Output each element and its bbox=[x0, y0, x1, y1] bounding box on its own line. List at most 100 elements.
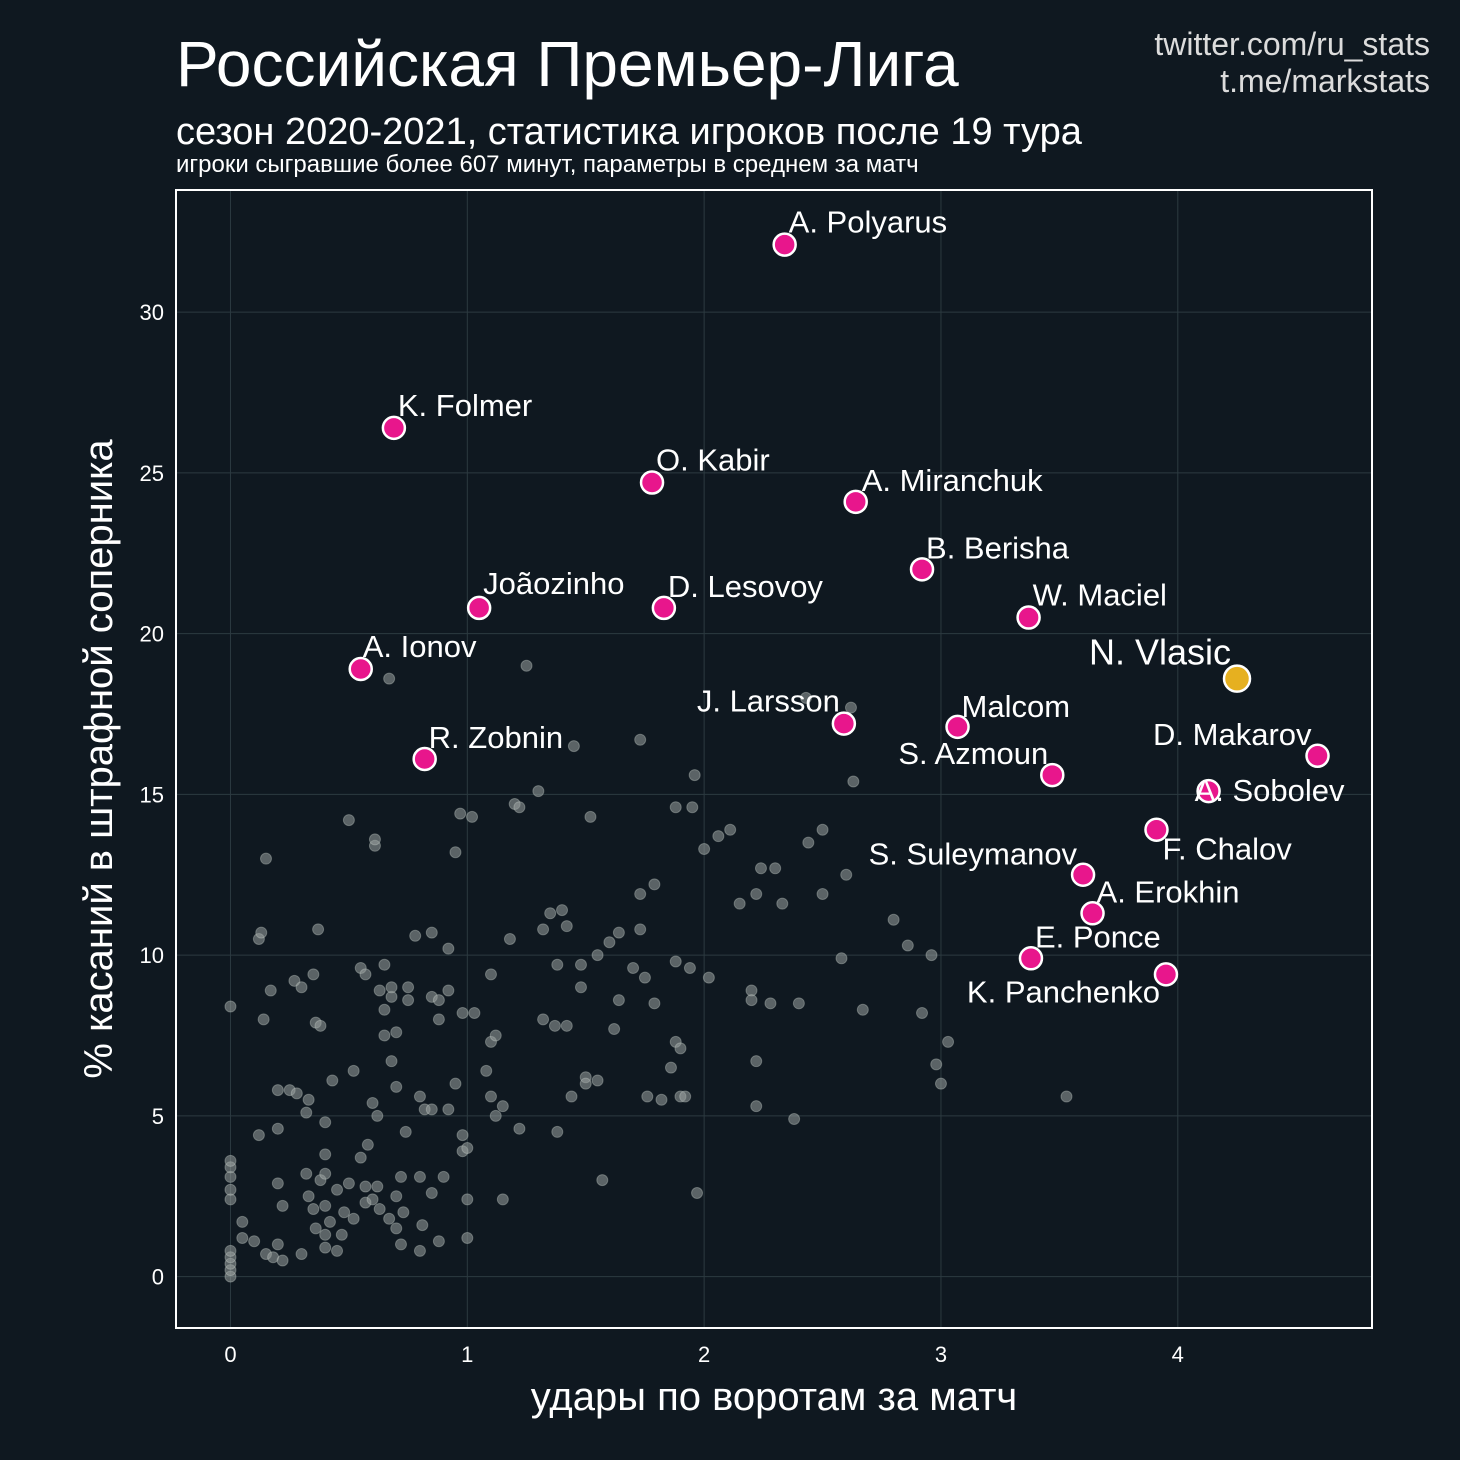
player-point bbox=[551, 1125, 564, 1138]
player-point bbox=[520, 659, 533, 672]
player-point bbox=[224, 1183, 237, 1196]
player-point bbox=[319, 1167, 332, 1180]
chart-subtitle: сезон 2020-2021, статистика игроков посл… bbox=[176, 111, 1082, 153]
player-point bbox=[319, 1148, 332, 1161]
player-point bbox=[373, 984, 386, 997]
player-point bbox=[413, 1244, 426, 1257]
player-point bbox=[338, 1206, 351, 1219]
player-point bbox=[366, 1096, 379, 1109]
player-point bbox=[454, 807, 467, 820]
player-point bbox=[776, 897, 789, 910]
player-label: B. Berisha bbox=[926, 530, 1070, 565]
player-point bbox=[271, 1177, 284, 1190]
player-point bbox=[688, 769, 701, 782]
player-point bbox=[560, 920, 573, 933]
player-point bbox=[788, 1113, 801, 1126]
player-point bbox=[385, 1055, 398, 1068]
player-point bbox=[466, 810, 479, 823]
player-point bbox=[603, 936, 616, 949]
player-point bbox=[224, 1154, 237, 1167]
highlighted-player-point bbox=[1070, 862, 1096, 887]
player-point bbox=[669, 801, 682, 814]
player-point bbox=[608, 1023, 621, 1036]
player-label: Joãozinho bbox=[483, 566, 624, 601]
player-point bbox=[402, 994, 415, 1007]
player-point bbox=[314, 1019, 327, 1032]
player-label: A. Polyarus bbox=[789, 205, 948, 240]
player-point bbox=[461, 1193, 474, 1206]
player-point bbox=[591, 949, 604, 962]
player-point bbox=[683, 961, 696, 974]
player-point bbox=[503, 933, 516, 946]
player-point bbox=[399, 1125, 412, 1138]
highlighted-player-point bbox=[412, 746, 437, 772]
player-point bbox=[887, 913, 900, 926]
player-point bbox=[331, 1183, 344, 1196]
player-point bbox=[361, 1138, 374, 1151]
player-point bbox=[449, 846, 462, 859]
player-point bbox=[750, 888, 763, 901]
featured-player-point bbox=[1222, 664, 1252, 693]
player-point bbox=[288, 974, 301, 987]
player-point bbox=[712, 830, 725, 843]
player-point bbox=[335, 1228, 348, 1241]
player-point bbox=[264, 984, 277, 997]
player-point bbox=[733, 897, 746, 910]
player-point bbox=[342, 1177, 355, 1190]
player-point bbox=[307, 968, 320, 981]
player-point bbox=[724, 823, 737, 836]
player-point bbox=[378, 1029, 391, 1042]
player-point bbox=[496, 1100, 509, 1113]
player-point bbox=[236, 1215, 249, 1228]
player-point bbox=[916, 1006, 929, 1019]
player-point bbox=[394, 1238, 407, 1251]
player-point bbox=[271, 1084, 284, 1097]
player-point bbox=[354, 1151, 367, 1164]
player-label: A. Erokhin bbox=[1097, 874, 1240, 909]
player-point bbox=[224, 1000, 237, 1013]
player-point bbox=[390, 1222, 403, 1235]
player-point bbox=[248, 1235, 261, 1248]
player-point bbox=[802, 836, 815, 849]
player-point bbox=[394, 1170, 407, 1183]
y-tick-label: 25 bbox=[140, 461, 164, 486]
player-point bbox=[1060, 1090, 1073, 1103]
player-point bbox=[840, 868, 853, 881]
player-point bbox=[456, 1129, 469, 1142]
player-point bbox=[224, 1244, 237, 1257]
player-point bbox=[257, 1013, 270, 1026]
player-point bbox=[413, 1170, 426, 1183]
player-point bbox=[489, 1029, 502, 1042]
x-tick-label: 4 bbox=[1172, 1342, 1184, 1367]
player-point bbox=[847, 775, 860, 788]
player-point bbox=[319, 1116, 332, 1129]
telegram-credit: t.me/markstats bbox=[1220, 63, 1430, 99]
player-point bbox=[347, 1212, 360, 1225]
player-point bbox=[371, 1109, 384, 1122]
player-point bbox=[390, 1026, 403, 1039]
player-point bbox=[309, 1222, 322, 1235]
featured-player-label: N. Vlasic bbox=[1089, 632, 1231, 673]
player-label: K. Folmer bbox=[398, 388, 532, 423]
player-label: F. Chalov bbox=[1162, 832, 1292, 867]
player-point bbox=[302, 1093, 315, 1106]
highlighted-player-point bbox=[466, 595, 492, 621]
player-point bbox=[612, 994, 625, 1007]
player-point bbox=[425, 1186, 438, 1199]
highlighted-player-point bbox=[909, 557, 935, 582]
player-point bbox=[326, 1074, 339, 1087]
player-label: J. Larsson bbox=[697, 684, 840, 719]
player-point bbox=[634, 923, 647, 936]
player-point bbox=[816, 888, 829, 901]
x-tick-label: 0 bbox=[224, 1342, 236, 1367]
player-point bbox=[378, 1003, 391, 1016]
player-point bbox=[574, 958, 587, 971]
player-point bbox=[456, 1006, 469, 1019]
page-title: Российская Премьер-Лига bbox=[176, 28, 959, 100]
player-point bbox=[641, 1090, 654, 1103]
player-point bbox=[323, 1215, 336, 1228]
player-point bbox=[432, 1013, 445, 1026]
player-point bbox=[679, 1090, 692, 1103]
player-point bbox=[769, 862, 782, 875]
